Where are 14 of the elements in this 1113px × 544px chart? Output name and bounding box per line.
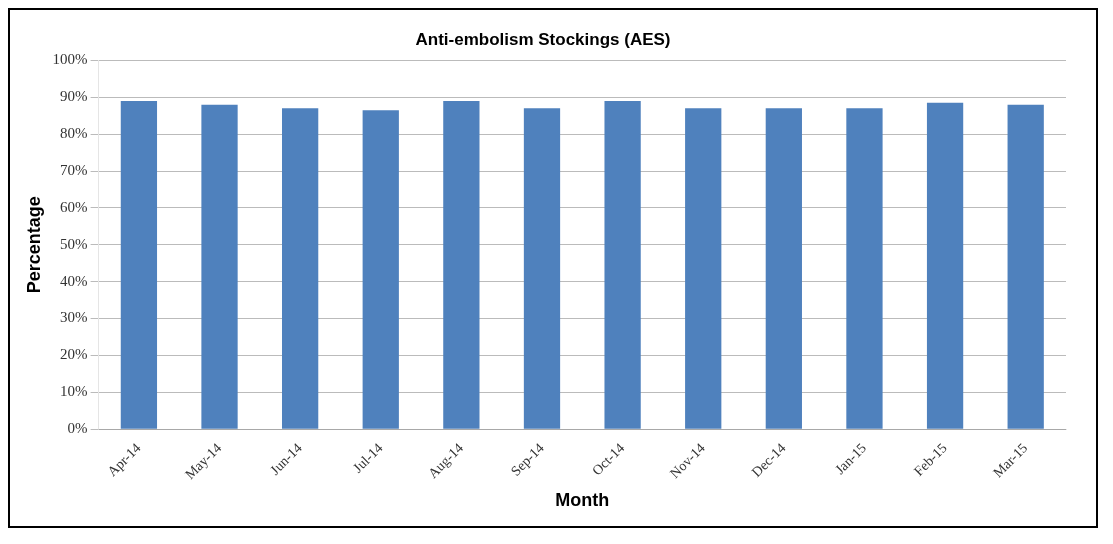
y-tick-label: 50%	[60, 235, 88, 252]
chart-title: Anti-embolism Stockings (AES)	[415, 29, 671, 49]
y-tick-label: 80%	[60, 125, 88, 142]
y-tick-label: 90%	[60, 88, 88, 105]
y-tick-label: 30%	[60, 309, 88, 326]
y-tick-label: 60%	[60, 198, 88, 215]
y-tick-label: 100%	[52, 51, 88, 68]
y-tick-label: 10%	[60, 383, 88, 400]
y-tick-label: 70%	[60, 161, 88, 178]
y-tick-label: 20%	[60, 346, 88, 363]
y-tick-label: 40%	[60, 272, 88, 289]
x-axis-title: Month	[555, 490, 610, 511]
y-axis-title: Percentage	[23, 196, 44, 294]
y-tick-label: 0%	[67, 420, 88, 437]
